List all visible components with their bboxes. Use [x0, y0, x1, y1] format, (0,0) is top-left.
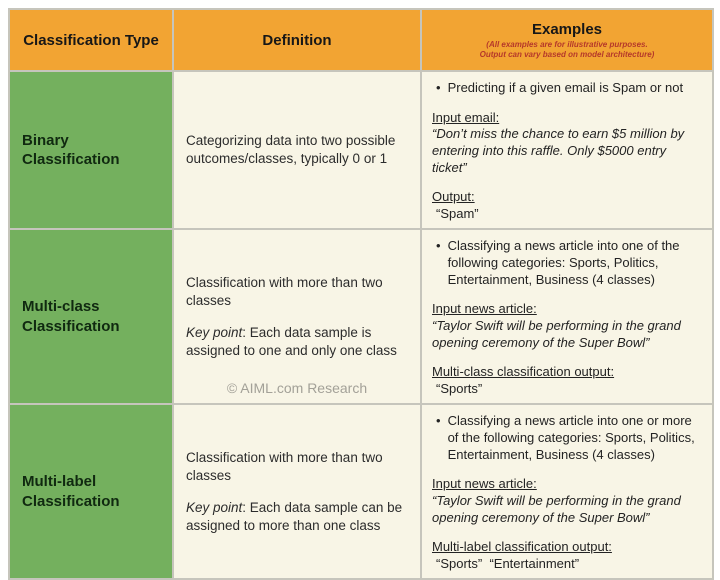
definition-key-point: Key point: Each data sample is assigned … — [186, 324, 408, 360]
example-bullet-text: Predicting if a given email is Spam or n… — [447, 80, 684, 95]
key-point-text: : Each data sample is assigned to one an… — [186, 324, 397, 358]
output-value: “Sports” — [436, 380, 483, 396]
header-row: Classification Type Definition Examples … — [8, 8, 714, 72]
header-definition-label: Definition — [262, 31, 332, 49]
example-output-block: Output: “Spam” — [432, 189, 704, 222]
bullet-icon: • — [436, 238, 441, 254]
output-label: Multi-label classification output: — [432, 539, 612, 555]
header-examples-label: Examples — [531, 20, 603, 38]
example-bullet-text: Classifying a news article into one of t… — [447, 238, 680, 287]
input-quote: “Taylor Swift will be performing in the … — [432, 492, 681, 525]
input-quote: “Taylor Swift will be performing in the … — [432, 317, 681, 350]
input-quote: “Don’t miss the chance to earn $5 millio… — [432, 126, 685, 175]
input-label: Input email: — [432, 109, 500, 125]
definition-text: Categorizing data into two possible outc… — [186, 133, 396, 167]
key-point-text: : Each data sample can be assigned to mo… — [186, 499, 403, 533]
type-label: Binary Classification — [22, 131, 120, 169]
type-label: Multi-label Classification — [22, 473, 120, 510]
definition-cell: Classification with more than two classe… — [172, 228, 422, 406]
header-examples-note-line2: Output can vary based on model architect… — [479, 49, 655, 59]
key-point-label: Key point — [186, 499, 243, 515]
example-output-block: Multi-class classification output: “Spor… — [432, 364, 704, 397]
key-point-label: Key point — [186, 324, 243, 340]
examples-cell: • Classifying a news article into one or… — [420, 403, 714, 580]
row-multi-label-classification: Multi-label Classification Classificatio… — [8, 403, 714, 580]
header-examples: Examples (All examples are for illustrat… — [420, 8, 714, 72]
header-definition: Definition — [172, 8, 422, 72]
input-label: Input news article: — [432, 476, 537, 492]
header-classification-type: Classification Type — [8, 8, 174, 72]
example-output-block: Multi-label classification output: “Spor… — [432, 539, 704, 572]
example-input-block: Input news article: “Taylor Swift will b… — [432, 301, 704, 351]
header-examples-note: (All examples are for illustrative purpo… — [428, 40, 706, 60]
output-label: Multi-class classification output: — [432, 364, 615, 380]
type-cell: Multi-label Classification — [8, 403, 174, 580]
watermark: © AIML.com Research — [226, 379, 368, 396]
type-cell: Multi-class Classification — [8, 228, 174, 406]
example-bullet-item: • Predicting if a given email is Spam or… — [436, 80, 704, 97]
example-input-block: Input email: “Don’t miss the chance to e… — [432, 110, 704, 177]
definition-cell: Categorizing data into two possible outc… — [172, 69, 422, 231]
example-bullet-item: • Classifying a news article into one or… — [436, 413, 704, 463]
example-bullet-item: • Classifying a news article into one of… — [436, 238, 704, 288]
output-value: “Sports” “Entertainment” — [436, 555, 580, 571]
examples-cell: • Classifying a news article into one of… — [420, 228, 714, 406]
examples-cell: • Predicting if a given email is Spam or… — [420, 69, 714, 231]
row-multi-class-classification: Multi-class Classification Classificatio… — [8, 228, 714, 406]
header-examples-note-line1: (All examples are for illustrative purpo… — [486, 39, 648, 49]
input-label: Input news article: — [432, 301, 537, 317]
type-label: Multi-class Classification — [22, 298, 120, 335]
definition-text: Classification with more than two classe… — [186, 275, 383, 309]
definition-text: Classification with more than two classe… — [186, 450, 383, 484]
output-label: Output: — [432, 189, 475, 205]
bullet-icon: • — [436, 413, 441, 429]
classification-table: Classification Type Definition Examples … — [8, 8, 714, 580]
bullet-icon: • — [436, 80, 441, 95]
definition-cell: Classification with more than two classe… — [172, 403, 422, 580]
example-input-block: Input news article: “Taylor Swift will b… — [432, 476, 704, 526]
definition-key-point: Key point: Each data sample can be assig… — [186, 499, 408, 535]
row-binary-classification: Binary Classification Categorizing data … — [8, 69, 714, 231]
header-classification-type-label: Classification Type — [23, 31, 159, 49]
classification-table-graphic: Classification Type Definition Examples … — [8, 8, 714, 580]
example-bullet-text: Classifying a news article into one or m… — [447, 413, 695, 462]
type-cell: Binary Classification — [8, 69, 174, 231]
output-value: “Spam” — [436, 205, 479, 221]
